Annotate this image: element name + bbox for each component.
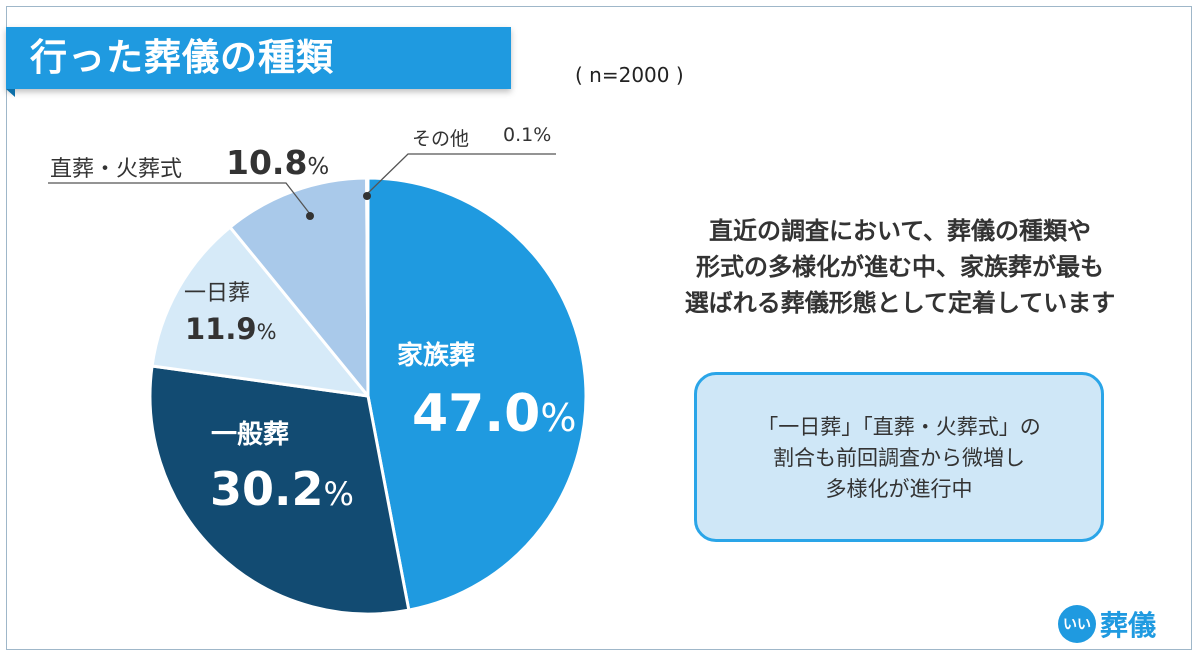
- leader-line-other: [367, 153, 556, 194]
- callout-line: 多様化が進行中: [825, 477, 973, 501]
- title-banner-fold: [6, 89, 15, 97]
- summary-line: 形式の多様化が進む中、家族葬が最も: [696, 253, 1104, 281]
- slice-label-one-day-funeral: 一日葬: [184, 281, 251, 306]
- slice-value-other: 0.1%: [503, 124, 552, 146]
- summary-line: 選ばれる葬儀形態として定着しています: [684, 289, 1116, 317]
- pie-slice-family-funeral: [366, 176, 588, 612]
- slice-value-direct-cremation: 10.8%: [226, 143, 330, 182]
- pie-slice-direct-cremation: [228, 176, 370, 398]
- logo-text: 葬儀: [1100, 609, 1157, 642]
- chart-frame: [6, 6, 1192, 650]
- summary-line: 直近の調査において、葬儀の種類や: [708, 217, 1092, 245]
- slice-label-general-funeral: 一般葬: [211, 420, 290, 450]
- slice-value-general-funeral: 30.2%: [210, 462, 354, 516]
- callout-line: 割合も前回調査から微増し: [773, 446, 1025, 470]
- sample-size-note: ( n=2000 ): [575, 63, 684, 87]
- leader-line-direct-cremation: [48, 182, 311, 215]
- pie-slice-other: [365, 176, 370, 398]
- summary-description: 直近の調査において、葬儀の種類や 形式の多様化が進む中、家族葬が最も 選ばれる葬…: [620, 213, 1180, 321]
- slice-label-direct-cremation: 直葬・火葬式: [50, 157, 183, 182]
- pie-slice-general-funeral: [148, 364, 411, 616]
- logo-mark: いい: [1058, 605, 1096, 643]
- slice-label-family-funeral: 家族葬: [397, 341, 476, 371]
- callout-line: 「一日葬」「直葬・火葬式」の: [757, 415, 1041, 439]
- callout-box: 「一日葬」「直葬・火葬式」の 割合も前回調査から微増し 多様化が進行中: [694, 372, 1104, 542]
- slice-value-one-day-funeral: 11.9%: [185, 312, 277, 346]
- slice-value-family-funeral: 47.0%: [412, 384, 577, 444]
- slice-label-other: その他: [412, 128, 470, 150]
- brand-logo: いい 葬儀: [1058, 604, 1156, 644]
- title-banner: [6, 27, 511, 89]
- leader-dot-other: [363, 192, 371, 200]
- leader-dot-direct-cremation: [306, 212, 314, 220]
- pie-slice-one-day-funeral: [150, 225, 370, 398]
- chart-title: 行った葬儀の種類: [30, 36, 334, 79]
